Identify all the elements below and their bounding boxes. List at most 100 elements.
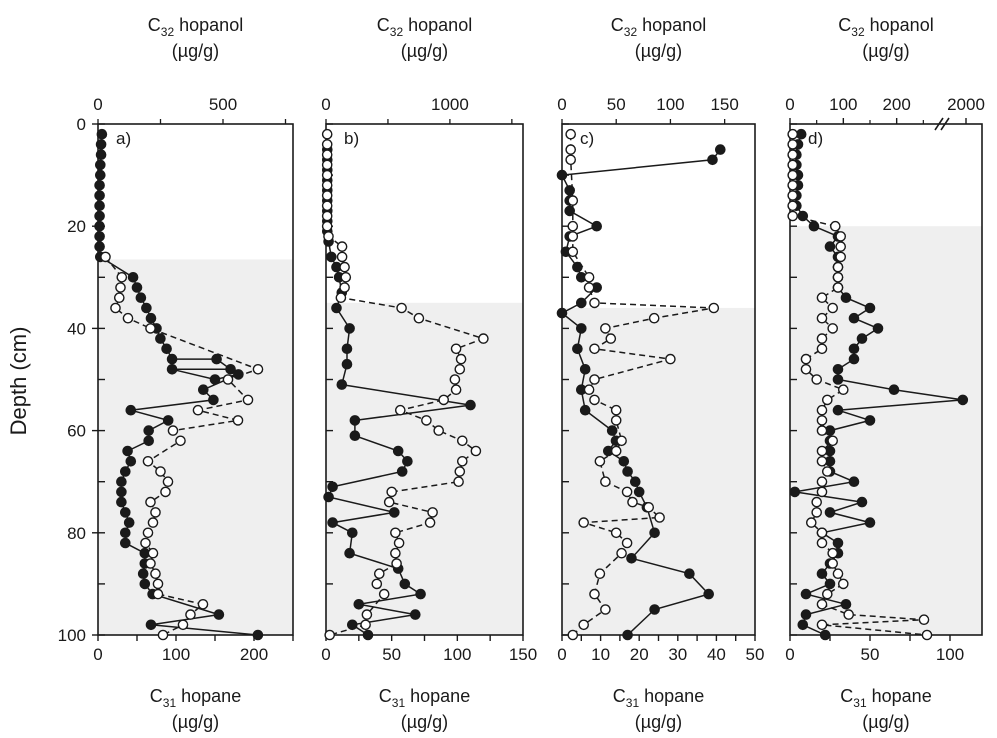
data-point-hopanol <box>578 619 590 631</box>
data-point-hopane <box>800 588 812 600</box>
data-point-hopanol <box>616 547 627 559</box>
data-point-hopane <box>349 415 361 426</box>
data-point-hopanol <box>600 476 611 488</box>
data-point-hopanol <box>323 231 334 242</box>
bottom-axis-unit: (µg/g) <box>862 712 909 732</box>
bottom-axis-title: C31 hopane <box>379 686 470 710</box>
data-point-hopanol <box>835 241 847 252</box>
data-point-hopane <box>327 481 338 493</box>
data-point-hopane <box>96 128 108 140</box>
data-point-hopanol <box>386 486 398 498</box>
panel-label: d) <box>808 129 823 148</box>
data-point-hopanol <box>787 169 799 181</box>
data-point-hopane <box>209 374 221 385</box>
top-tick-label: 150 <box>710 95 738 114</box>
data-point-hopane <box>872 323 884 334</box>
data-point-hopanol <box>787 159 799 171</box>
data-point-hopane <box>840 292 852 304</box>
bottom-tick-label: 100 <box>443 645 471 664</box>
data-point-hopanol <box>321 220 333 232</box>
data-point-hopanol <box>787 128 799 140</box>
bottom-tick-label: 30 <box>668 645 687 664</box>
panel-label: a) <box>116 129 131 148</box>
data-point-hopanol <box>321 139 333 150</box>
data-point-hopanol <box>583 271 595 283</box>
bottom-tick-label: 10 <box>591 645 610 664</box>
data-point-hopanol <box>115 282 126 293</box>
data-point-hopanol <box>378 588 390 600</box>
data-point-hopanol <box>321 210 333 222</box>
data-point-hopanol <box>455 353 467 365</box>
top-axis-unit: (µg/g) <box>862 41 909 61</box>
data-point-hopanol <box>816 292 828 304</box>
data-point-hopanol <box>336 251 348 263</box>
data-point-hopanol <box>390 547 401 559</box>
data-point-hopane <box>208 394 219 406</box>
data-point-hopane <box>864 415 876 426</box>
data-point-hopanol <box>787 190 799 201</box>
top-tick-label: 200 <box>882 95 910 114</box>
data-point-hopanol <box>787 200 799 212</box>
data-point-hopane <box>622 629 633 641</box>
data-point-hopanol <box>816 333 828 344</box>
data-point-hopanol <box>413 312 425 324</box>
data-point-hopane <box>649 604 660 615</box>
data-point-hopane <box>388 507 400 518</box>
top-axis-title: C32 hopanol <box>838 15 933 39</box>
data-point-hopane <box>349 430 361 442</box>
data-point-hopane <box>116 486 127 498</box>
data-point-hopane <box>630 476 641 488</box>
data-point-hopane <box>94 231 105 242</box>
data-point-hopane <box>808 220 820 232</box>
data-point-hopane <box>649 527 660 539</box>
bottom-axis-unit: (µg/g) <box>401 712 448 732</box>
y-tick-label: 80 <box>67 524 86 543</box>
data-point-hopanol <box>811 496 823 508</box>
top-axis-unit: (µg/g) <box>172 41 219 61</box>
data-point-hopane <box>127 271 139 283</box>
data-point-hopanol <box>232 415 244 426</box>
shaded-zone <box>326 302 523 635</box>
data-point-hopanol <box>222 374 234 385</box>
data-point-hopanol <box>155 466 166 477</box>
data-point-hopanol <box>665 353 676 365</box>
data-point-hopanol <box>427 507 438 518</box>
data-point-hopane <box>95 159 106 171</box>
bottom-axis-title: C31 hopane <box>613 686 704 710</box>
data-point-hopane <box>94 200 105 212</box>
data-point-hopanol <box>787 179 799 191</box>
data-point-hopane <box>579 404 591 416</box>
data-point-hopanol <box>816 527 828 539</box>
data-point-hopanol <box>167 425 179 436</box>
data-point-hopane <box>341 358 353 370</box>
data-point-hopane <box>225 363 236 375</box>
data-point-hopane <box>353 599 365 610</box>
data-point-hopanol <box>145 558 156 569</box>
y-tick-label: 60 <box>67 422 86 441</box>
data-point-hopane <box>125 404 137 416</box>
panel-label: c) <box>580 129 594 148</box>
data-point-hopanol <box>192 404 204 416</box>
data-point-hopane <box>143 425 154 436</box>
data-point-hopanol <box>252 363 264 375</box>
data-point-hopanol <box>567 629 579 641</box>
data-point-hopane <box>331 302 342 314</box>
data-point-hopanol <box>822 466 833 477</box>
data-point-hopane <box>840 599 852 610</box>
data-point-hopanol <box>830 220 841 232</box>
data-point-hopanol <box>578 517 590 528</box>
data-point-hopane <box>824 507 836 518</box>
data-point-hopanol <box>335 292 347 304</box>
data-point-hopane <box>606 425 618 436</box>
data-point-hopane <box>576 323 587 334</box>
data-point-hopane <box>819 629 831 641</box>
data-point-hopane <box>864 517 876 528</box>
data-point-hopane <box>94 190 105 201</box>
data-point-hopane <box>116 476 127 488</box>
data-point-hopane <box>145 619 157 631</box>
data-point-hopanol <box>321 149 333 160</box>
data-point-hopanol <box>816 343 828 355</box>
data-point-hopanol <box>321 169 333 181</box>
data-point-hopane <box>139 578 151 590</box>
